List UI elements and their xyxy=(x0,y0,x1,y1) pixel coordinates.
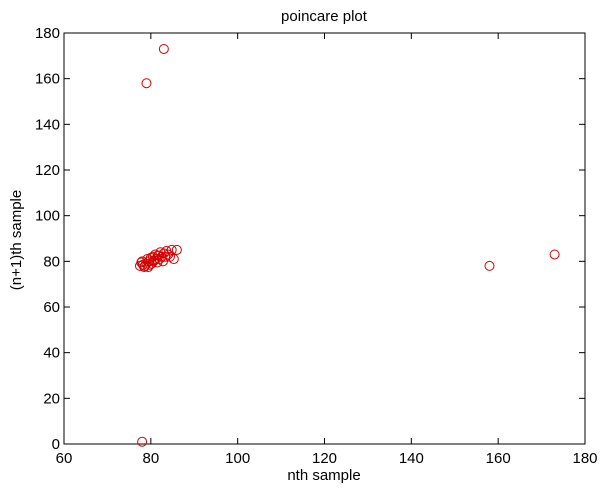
data-point xyxy=(166,244,177,255)
x-tick-label: 140 xyxy=(399,450,424,467)
data-point xyxy=(137,436,148,447)
data-point xyxy=(484,260,495,271)
x-axis-label: nth sample xyxy=(287,467,360,484)
y-tick-label: 100 xyxy=(35,208,60,225)
y-tick-label: 180 xyxy=(35,25,60,42)
data-points xyxy=(134,43,560,447)
x-tick-label: 60 xyxy=(56,450,73,467)
x-tick-label: 100 xyxy=(225,450,250,467)
data-point xyxy=(549,249,560,260)
y-axis-label: (n+1)th sample xyxy=(8,190,25,290)
data-point xyxy=(171,244,182,255)
data-point xyxy=(152,250,163,261)
plot-area xyxy=(63,32,586,445)
x-tick-label: 120 xyxy=(312,450,337,467)
data-point xyxy=(157,256,168,267)
x-tick-label: 180 xyxy=(572,450,597,467)
x-tick-label: 80 xyxy=(142,450,159,467)
axis-ticks: 60 80 100 120 140 160 180 0 20 40 60 80 100 120 140 160… xyxy=(35,25,598,467)
y-tick-label: 20 xyxy=(43,390,60,407)
data-point xyxy=(158,43,169,54)
y-tick-label: 140 xyxy=(35,116,60,133)
chart-title: poincare plot xyxy=(281,8,368,25)
y-tick-label: 120 xyxy=(35,162,60,179)
y-tick-label: 40 xyxy=(43,345,60,362)
y-tick-label: 80 xyxy=(43,253,60,270)
y-tick-label: 0 xyxy=(52,436,60,453)
data-point xyxy=(141,78,152,89)
x-tick-label: 160 xyxy=(486,450,511,467)
data-point xyxy=(143,262,154,273)
y-tick-label: 60 xyxy=(43,299,60,316)
data-point xyxy=(168,254,179,265)
y-tick-label: 160 xyxy=(35,71,60,88)
